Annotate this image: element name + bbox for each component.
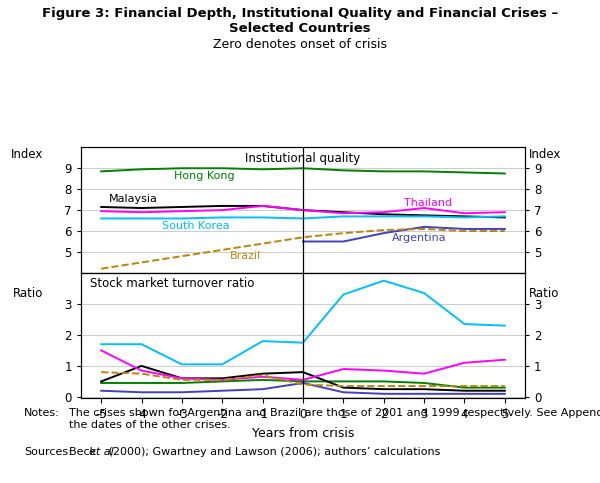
Text: (2000); Gwartney and Lawson (2006); authors’ calculations: (2000); Gwartney and Lawson (2006); auth… bbox=[105, 447, 440, 457]
Text: Brazil: Brazil bbox=[230, 251, 262, 261]
Text: Malaysia: Malaysia bbox=[109, 194, 158, 204]
Text: Figure 3: Financial Depth, Institutional Quality and Financial Crises –: Figure 3: Financial Depth, Institutional… bbox=[42, 7, 558, 20]
Text: Beck: Beck bbox=[69, 447, 100, 457]
Text: Thailand: Thailand bbox=[404, 198, 452, 208]
Text: Notes:: Notes: bbox=[24, 408, 60, 418]
Text: Selected Countries: Selected Countries bbox=[229, 22, 371, 35]
Text: Zero denotes onset of crisis: Zero denotes onset of crisis bbox=[213, 38, 387, 51]
Text: Argentina: Argentina bbox=[392, 233, 446, 243]
Text: Sources:: Sources: bbox=[24, 447, 72, 457]
Text: Index: Index bbox=[11, 148, 43, 161]
Text: Ratio: Ratio bbox=[529, 287, 560, 300]
Text: Ratio: Ratio bbox=[13, 287, 43, 300]
Text: Stock market turnover ratio: Stock market turnover ratio bbox=[90, 277, 254, 290]
Text: The crises shown for Argentina and Brazil are those of 2001 and 1999 respectivel: The crises shown for Argentina and Brazi… bbox=[69, 408, 600, 430]
Text: Hong Kong: Hong Kong bbox=[174, 170, 235, 181]
Text: Index: Index bbox=[529, 148, 562, 161]
X-axis label: Years from crisis: Years from crisis bbox=[252, 427, 354, 440]
Text: South Korea: South Korea bbox=[162, 221, 229, 231]
Text: Institutional quality: Institutional quality bbox=[245, 152, 361, 165]
Text: et al: et al bbox=[89, 447, 114, 457]
